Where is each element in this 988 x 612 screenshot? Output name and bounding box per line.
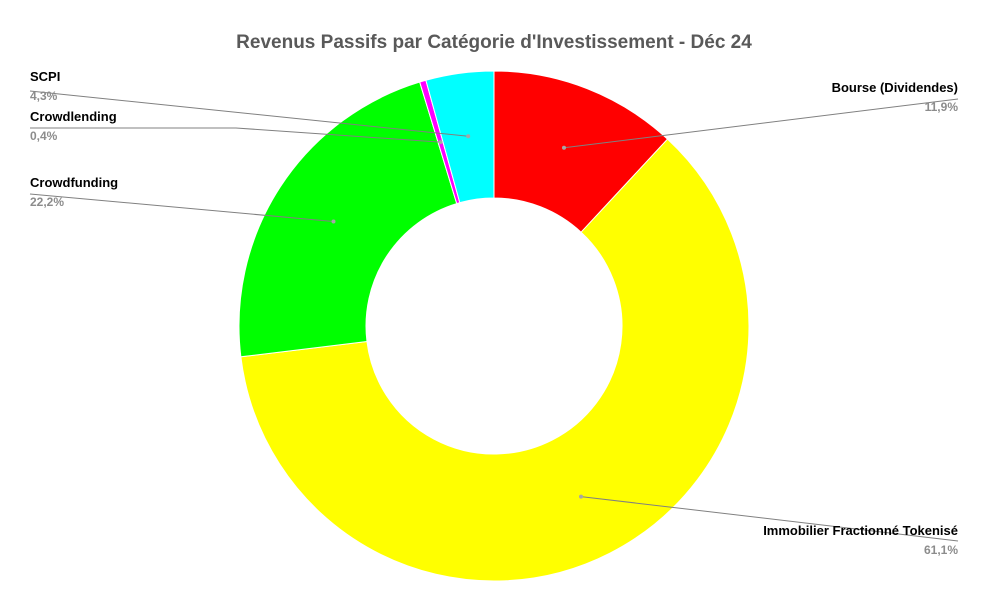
- leader-dot-crowdfunding: [331, 219, 336, 224]
- leader-line-crowdfunding: [29, 193, 334, 223]
- leader-dot-crowdlending: [438, 140, 443, 145]
- leader-dot-immobilier-fractionne-tokenise: [579, 494, 584, 499]
- labels-group: Bourse (Dividendes) 11,9% Immobilier Fract…: [29, 69, 959, 557]
- slice-crowdfunding: [238, 81, 458, 358]
- label-name-immobilier-fractionne-tokenise: Immobilier Fractionné Tokenisé: [763, 523, 958, 538]
- leader-line-immobilier-fractionne-tokenise: [580, 496, 959, 542]
- label-name-crowdlending: Crowdlending: [30, 109, 117, 124]
- leader-line-bourse-dividendes: [563, 98, 959, 149]
- label-value-bourse-dividendes: 11,9%: [925, 100, 959, 114]
- label-name-bourse-dividendes: Bourse (Dividendes): [832, 80, 958, 95]
- leader-dot-bourse-dividendes: [562, 145, 567, 150]
- label-value-immobilier-fractionne-tokenise: 61,1%: [924, 543, 958, 557]
- label-name-crowdfunding: Crowdfunding: [30, 175, 118, 190]
- chart-title: Revenus Passifs par Catégorie d'Investis…: [236, 32, 752, 53]
- slice-immobilier-fractionne-tokenise: [240, 138, 750, 582]
- slice-scpi: [425, 70, 495, 204]
- label-name-scpi: SCPI: [30, 69, 60, 84]
- leader-dot-scpi: [466, 134, 471, 139]
- label-value-crowdlending: 0,4%: [30, 129, 58, 143]
- slices-group: [238, 70, 750, 582]
- leader-line-scpi: [29, 90, 469, 137]
- leader-line-crowdlending: [30, 127, 441, 143]
- label-value-crowdfunding: 22,2%: [30, 195, 64, 209]
- label-value-scpi: 4,3%: [30, 89, 58, 103]
